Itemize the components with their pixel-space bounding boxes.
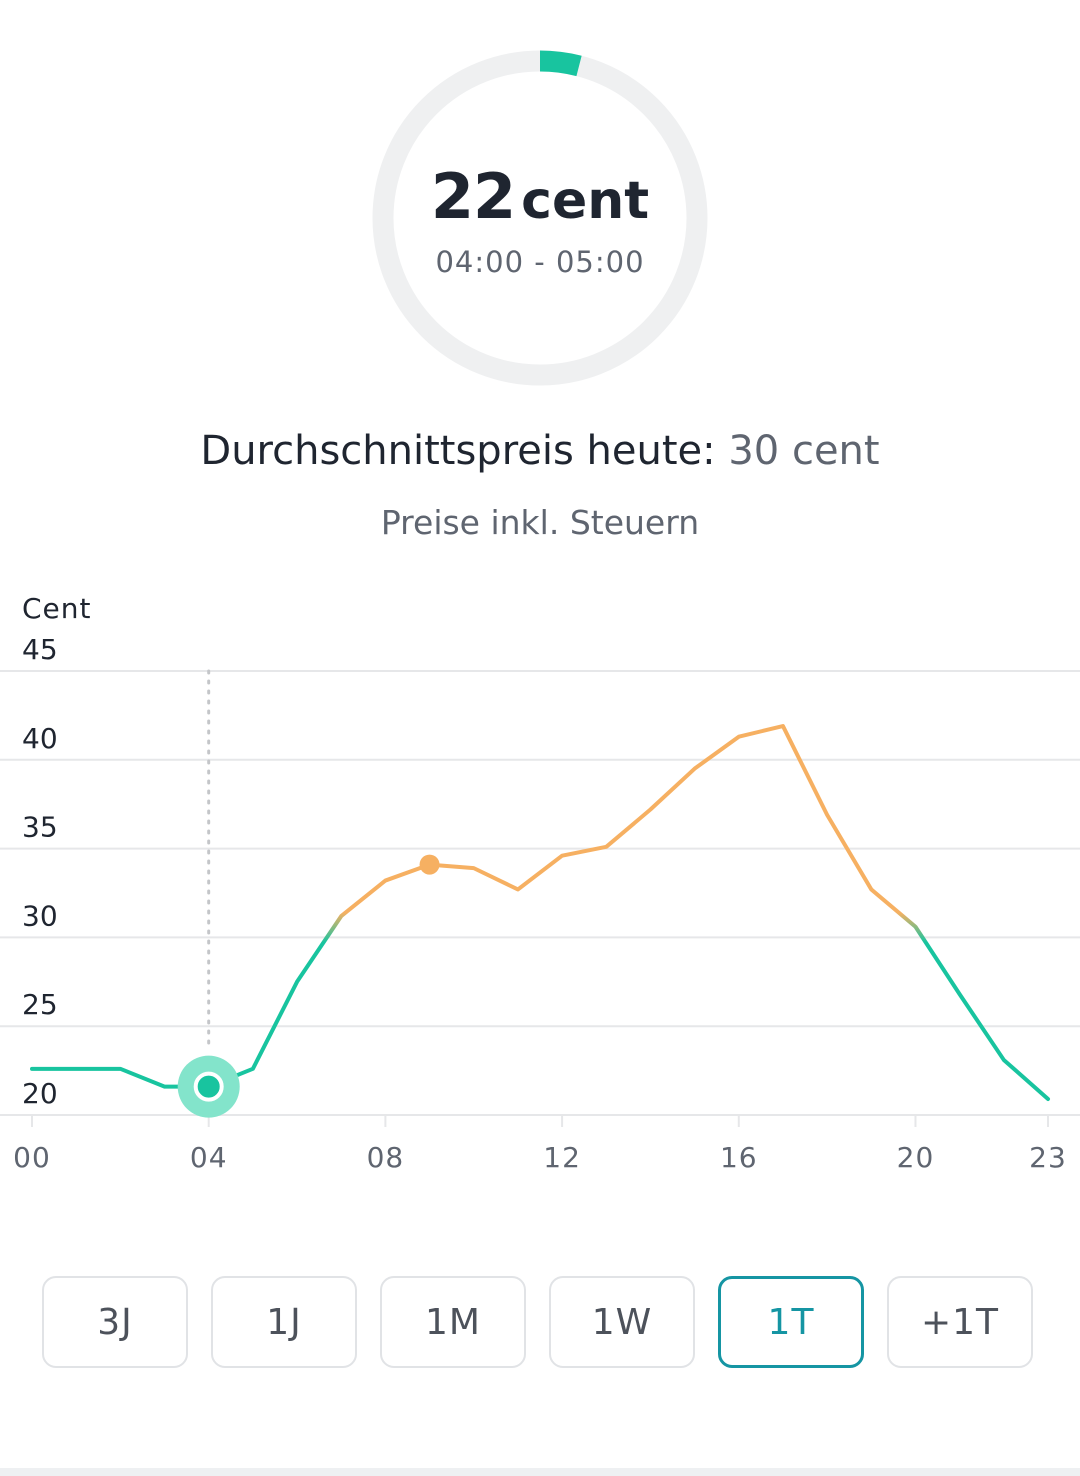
range-button-1m[interactable]: 1M [380, 1276, 526, 1368]
average-price: Durchschnittspreis heute: 30 cent [0, 428, 1080, 474]
y-axis-label: Cent [22, 592, 92, 625]
current-time-range: 04:00 - 05:00 [435, 245, 645, 279]
price-ring [372, 50, 708, 386]
y-tick-label: 35 [22, 811, 58, 844]
x-tick-label: 00 [13, 1141, 51, 1174]
y-tick-label: 45 [22, 633, 58, 666]
range-button-1j[interactable]: 1J [211, 1276, 357, 1368]
average-price-value: 30 cent [728, 428, 880, 474]
y-tick-label: 30 [22, 899, 58, 932]
x-tick-label: 08 [367, 1141, 405, 1174]
y-tick-label: 40 [22, 722, 58, 755]
current-price: 22 cent [0, 160, 1080, 233]
bottom-divider [0, 1468, 1080, 1476]
price-line [30, 724, 1050, 1102]
price-ring-progress [539, 50, 582, 77]
average-price-label: Durchschnittspreis heute: [200, 428, 716, 474]
y-tick-label: 25 [22, 988, 58, 1021]
range-button-plus-1t[interactable]: +1T [887, 1276, 1033, 1368]
range-button-1t[interactable]: 1T [718, 1276, 864, 1368]
y-tick-label: 20 [22, 1077, 58, 1110]
range-button-3j[interactable]: 3J [42, 1276, 188, 1368]
x-tick-label: 04 [190, 1141, 228, 1174]
x-tick-label: 12 [543, 1141, 581, 1174]
x-tick-label: 16 [720, 1141, 758, 1174]
x-tick-label: 23 [1029, 1141, 1067, 1174]
time-range-selector: 3J 1J 1M 1W 1T +1T [42, 1276, 1038, 1368]
current-price-unit: cent [521, 171, 650, 231]
tax-note: Preise inkl. Steuern [380, 503, 700, 542]
current-price-value: 22 [430, 160, 516, 233]
highlight-point[interactable] [419, 854, 440, 875]
range-button-1w[interactable]: 1W [549, 1276, 695, 1368]
x-tick-label: 20 [897, 1141, 935, 1174]
price-chart[interactable]: Cent 20 25 30 35 40 45 00 04 08 12 16 20 23 [0, 580, 1080, 1200]
current-point[interactable] [193, 1071, 224, 1102]
